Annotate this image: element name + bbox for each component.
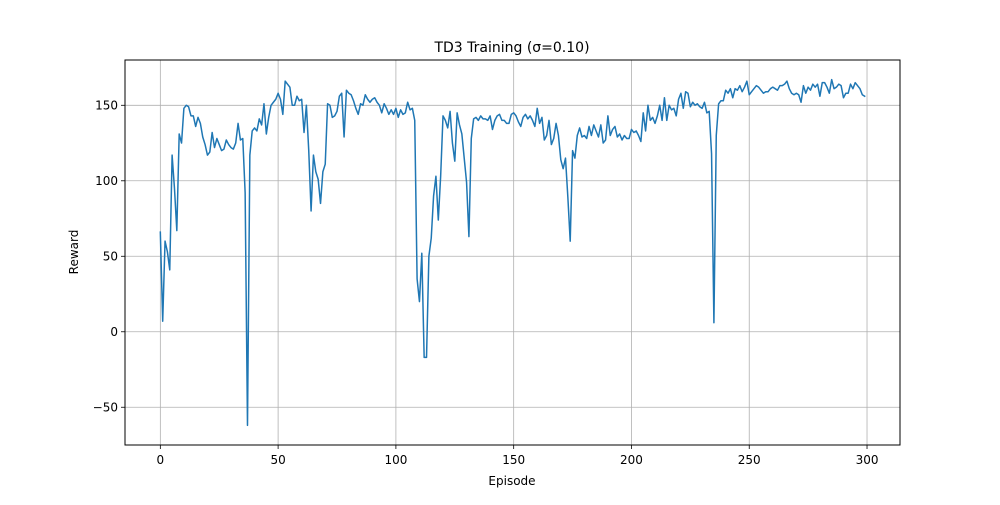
x-tick-label: 50	[270, 453, 285, 467]
chart-title: TD3 Training (σ=0.10)	[433, 40, 589, 56]
x-tick-label: 300	[856, 453, 879, 467]
y-axis-label: Reward	[67, 230, 81, 275]
y-tick-label: 150	[95, 98, 118, 112]
axes-frame	[124, 59, 901, 446]
x-tick-label: 0	[157, 453, 165, 467]
y-tick-label: −50	[93, 400, 118, 414]
series-layer	[159, 78, 866, 427]
y-tick-label: 50	[103, 249, 118, 263]
reward-series-line	[159, 78, 866, 427]
x-tick-label: 250	[738, 453, 761, 467]
x-tick-label: 100	[384, 453, 407, 467]
x-axis-label: Episode	[488, 474, 535, 488]
y-tick-label: 100	[95, 174, 118, 188]
y-tick-label: 0	[110, 325, 118, 339]
x-tick-label: 150	[502, 453, 525, 467]
x-tick-label: 200	[620, 453, 643, 467]
axis-ticks: 0 50 100 150 200 250 300 −50 0 50 100 150	[93, 98, 879, 467]
grid-lines	[125, 60, 900, 445]
